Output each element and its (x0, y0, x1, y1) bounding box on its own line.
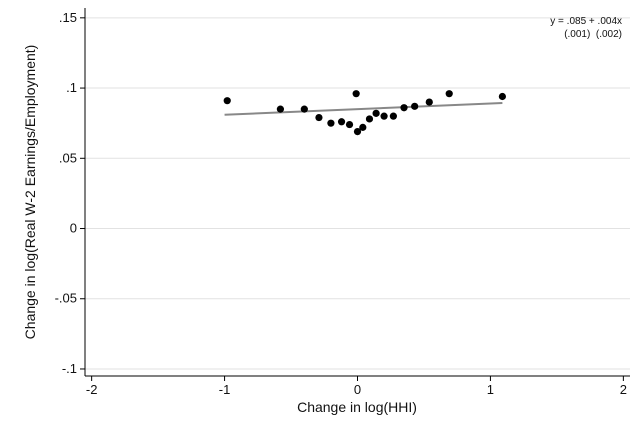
data-point (352, 90, 360, 98)
fit-line-group (224, 102, 503, 116)
x-axis-ticks: -2 -1 0 1 2 (86, 376, 627, 397)
fit-line (224, 102, 503, 116)
data-point (359, 123, 367, 131)
data-point (411, 102, 419, 110)
data-point (223, 97, 231, 105)
data-point (276, 105, 285, 113)
y-tick-label: -.1 (62, 361, 77, 376)
data-point (345, 120, 354, 129)
y-tick-label: .1 (66, 80, 77, 95)
data-points (223, 90, 506, 136)
y-tick-label: 0 (70, 221, 77, 236)
x-tick-label: -1 (219, 382, 231, 397)
data-point (327, 119, 335, 127)
data-point (445, 90, 453, 98)
y-axis-ticks: -.1 -.05 0 .05 .1 .15 (55, 10, 85, 376)
data-point (353, 128, 362, 136)
x-tick-label: 2 (620, 382, 627, 397)
fit-std-errors: (.001) (.002) (564, 29, 622, 40)
data-point (380, 112, 388, 120)
y-tick-label: .05 (59, 150, 77, 165)
data-point (389, 112, 397, 120)
data-point (498, 92, 506, 101)
data-point (400, 104, 408, 112)
gridlines (85, 17, 630, 370)
x-tick-label: 1 (487, 382, 494, 397)
y-tick-label: .15 (59, 10, 77, 25)
plot-background (85, 8, 630, 376)
data-point (425, 98, 433, 106)
x-tick-label: -2 (86, 382, 98, 397)
y-tick-label: -.05 (55, 291, 77, 306)
x-axis-title: Change in log(HHI) (297, 399, 417, 415)
data-point (372, 109, 380, 117)
data-point (315, 113, 323, 122)
data-point (365, 115, 374, 123)
x-tick-label: 0 (354, 382, 361, 397)
fit-equation: y = .085 + .004x (550, 16, 622, 27)
y-axis-title: Change in log(Real W-2 Earnings/Employme… (22, 45, 38, 340)
data-point (337, 118, 346, 126)
data-point (300, 105, 308, 113)
